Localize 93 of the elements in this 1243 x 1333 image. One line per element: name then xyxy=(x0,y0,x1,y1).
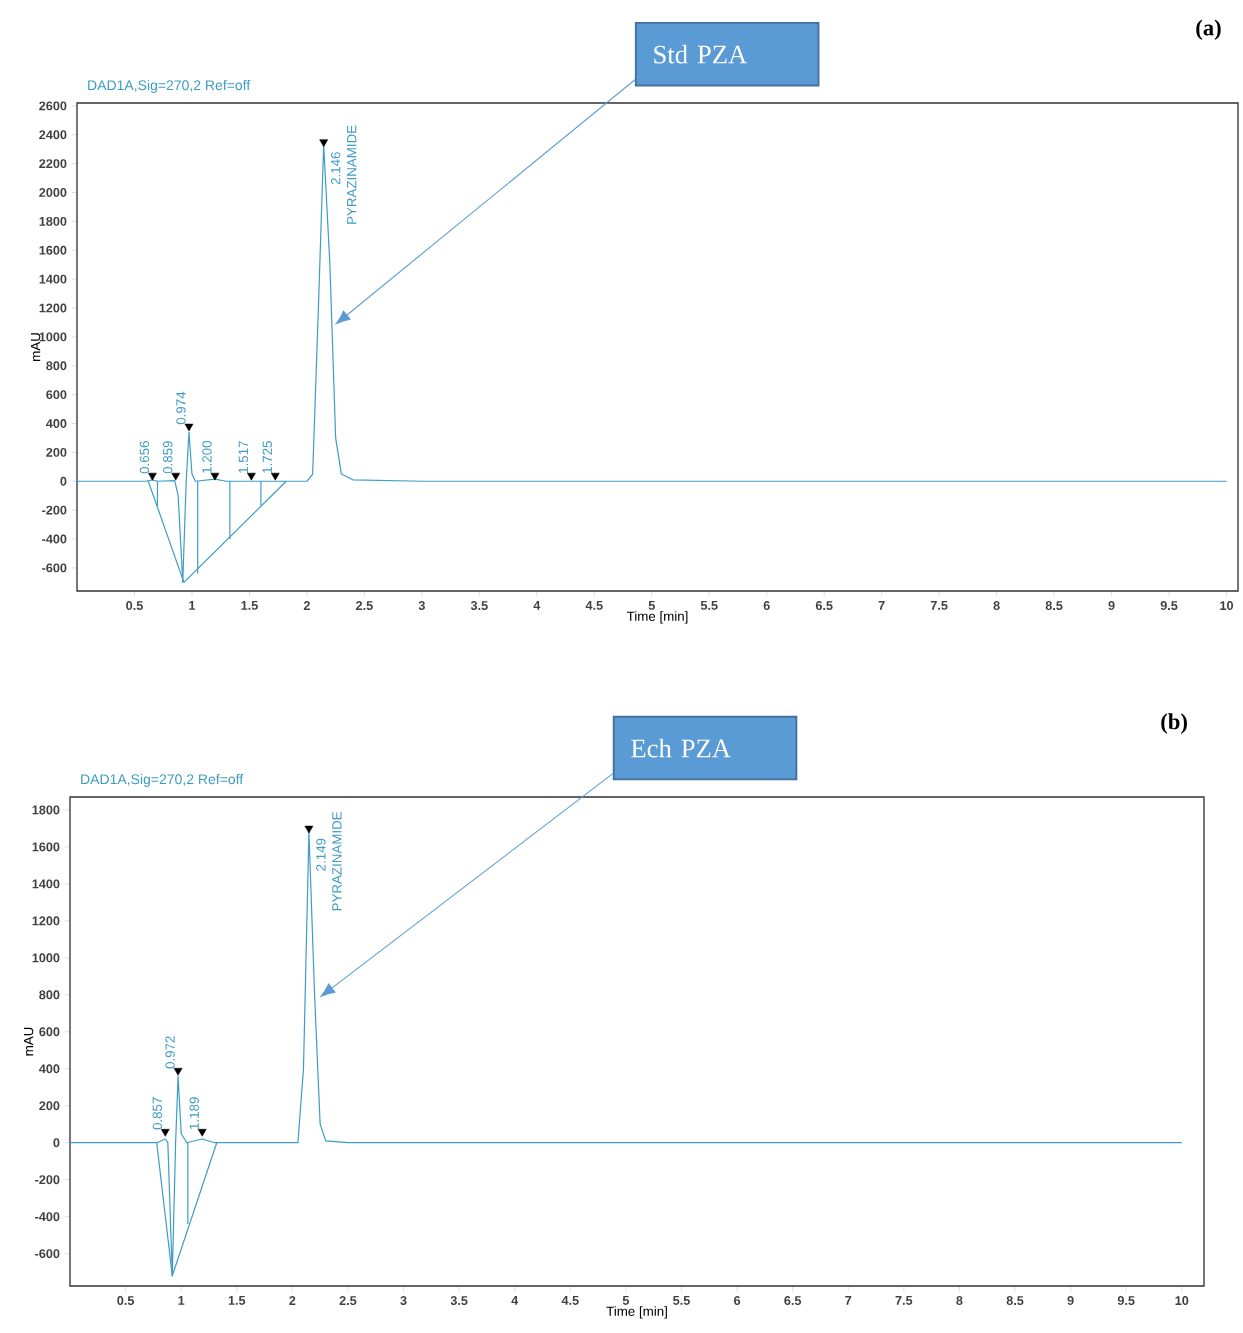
x-tick-label: 5.5 xyxy=(673,1296,690,1305)
x-tick-label: 7 xyxy=(878,601,885,610)
x-tick-label: 9.5 xyxy=(1160,601,1178,610)
x-tick-label: 0.5 xyxy=(126,601,143,610)
x-axis-title: Time [min] xyxy=(626,611,688,624)
text: Ech PZA xyxy=(631,738,731,758)
annotation: 2.146 xyxy=(330,152,341,185)
y-axis-title: mAU xyxy=(30,333,41,361)
y-tick-label: 1600 xyxy=(39,245,67,255)
y-tick-label: 800 xyxy=(39,990,60,1000)
y-tick-label: 400 xyxy=(46,419,67,428)
x-tick-label: 8 xyxy=(956,1296,963,1306)
annotation: PYRAZINAMIDE xyxy=(347,125,357,224)
x-tick-label: 4 xyxy=(533,601,541,610)
x-tick-label: 2.5 xyxy=(339,1296,357,1306)
x-tick-label: 9 xyxy=(1108,601,1115,610)
x-tick-label: 4 xyxy=(511,1296,519,1305)
x-tick-label: 1.5 xyxy=(241,601,258,610)
y-tick-label: 200 xyxy=(46,447,67,457)
x-tick-label: 3 xyxy=(418,601,425,611)
annotation: 1.725 xyxy=(262,441,273,473)
y-tick-label: 1000 xyxy=(39,332,67,342)
x-tick-label: 6 xyxy=(734,1296,741,1306)
x-tick-label: 6.5 xyxy=(784,1296,802,1306)
x-tick-label: 4.5 xyxy=(585,601,603,610)
y-tick-label: 600 xyxy=(46,390,67,400)
y-tick-label: 2400 xyxy=(39,130,67,140)
annotation: 0.859 xyxy=(163,441,173,474)
x-tick-label: 4.5 xyxy=(561,1296,579,1305)
x-tick-label: 0.5 xyxy=(117,1296,135,1306)
annotation: 0.972 xyxy=(165,1036,175,1069)
x-tick-label: 2.5 xyxy=(356,601,373,610)
x-tick-label: 3.5 xyxy=(450,1296,468,1306)
y-tick-label: -600 xyxy=(42,563,67,573)
x-tick-label: 5 xyxy=(622,1296,630,1305)
text: (b) xyxy=(1161,713,1187,734)
x-tick-label: 6 xyxy=(763,601,770,610)
x-tick-label: 9.5 xyxy=(1117,1296,1135,1306)
annotation: 1.517 xyxy=(238,441,249,473)
y-tick-label: 1200 xyxy=(39,303,67,313)
annotation: PYRAZINAMIDE xyxy=(332,811,342,911)
y-tick-label: -200 xyxy=(35,1175,60,1185)
y-tick-label: 2600 xyxy=(39,101,67,111)
y-tick-label: 1400 xyxy=(39,274,67,284)
x-tick-label: 1.5 xyxy=(228,1296,246,1305)
x-tick-label: 3 xyxy=(400,1296,407,1306)
x-tick-label: 10 xyxy=(1220,601,1234,610)
y-tick-label: -600 xyxy=(35,1249,60,1259)
y-tick-label: 0 xyxy=(60,476,67,486)
annotation: 1.189 xyxy=(189,1097,199,1129)
y-tick-label: 1200 xyxy=(32,916,60,926)
text: Std PZA xyxy=(654,44,748,64)
x-tick-label: 6.5 xyxy=(815,601,833,610)
y-tick-label: 0 xyxy=(53,1138,60,1148)
x-tick-label: 1 xyxy=(189,601,196,610)
x-tick-label: 1 xyxy=(178,1296,185,1305)
y-tick-label: 1800 xyxy=(32,805,60,815)
y-tick-label: 1400 xyxy=(32,879,60,889)
annotation: 0.857 xyxy=(152,1097,162,1130)
x-axis-title: Time [min] xyxy=(606,1306,667,1319)
x-tick-label: 3.5 xyxy=(470,601,488,611)
x-tick-label: 8.5 xyxy=(1006,1296,1024,1306)
x-tick-label: 2 xyxy=(289,1296,296,1305)
y-tick-label: 200 xyxy=(39,1101,60,1111)
x-tick-label: 2 xyxy=(303,601,310,610)
y-tick-label: 2200 xyxy=(39,159,67,169)
y-tick-label: -200 xyxy=(42,505,67,515)
y-tick-label: 1800 xyxy=(39,216,67,226)
chart-title: DAD1A,Sig=270,2 Ref=off xyxy=(81,773,244,787)
y-tick-label: 400 xyxy=(39,1064,60,1074)
y-tick-label: 1000 xyxy=(32,953,60,963)
x-tick-label: 8 xyxy=(993,601,1000,610)
x-tick-label: 5.5 xyxy=(700,601,718,610)
y-tick-label: -400 xyxy=(42,534,67,544)
annotation: 0.974 xyxy=(176,391,186,425)
y-tick-label: 600 xyxy=(39,1027,60,1037)
y-axis-title: mAU xyxy=(23,1027,34,1056)
chart-title: DAD1A,Sig=270,2 Ref=off xyxy=(88,79,251,93)
y-tick-label: -400 xyxy=(35,1212,60,1222)
x-tick-label: 5 xyxy=(648,601,655,610)
text: (a) xyxy=(1196,19,1221,41)
x-tick-label: 8.5 xyxy=(1045,601,1063,610)
y-tick-label: 2000 xyxy=(39,188,67,197)
annotation: 0.656 xyxy=(139,441,150,474)
x-tick-label: 10 xyxy=(1175,1296,1189,1306)
x-tick-label: 7.5 xyxy=(895,1296,913,1305)
x-tick-label: 7.5 xyxy=(930,601,948,610)
annotation: 1.200 xyxy=(202,441,212,473)
x-tick-label: 7 xyxy=(845,1296,852,1305)
x-tick-label: 9 xyxy=(1067,1296,1074,1306)
y-tick-label: 1600 xyxy=(32,842,60,852)
y-tick-label: 800 xyxy=(46,361,67,371)
annotation: 2.149 xyxy=(316,838,326,871)
